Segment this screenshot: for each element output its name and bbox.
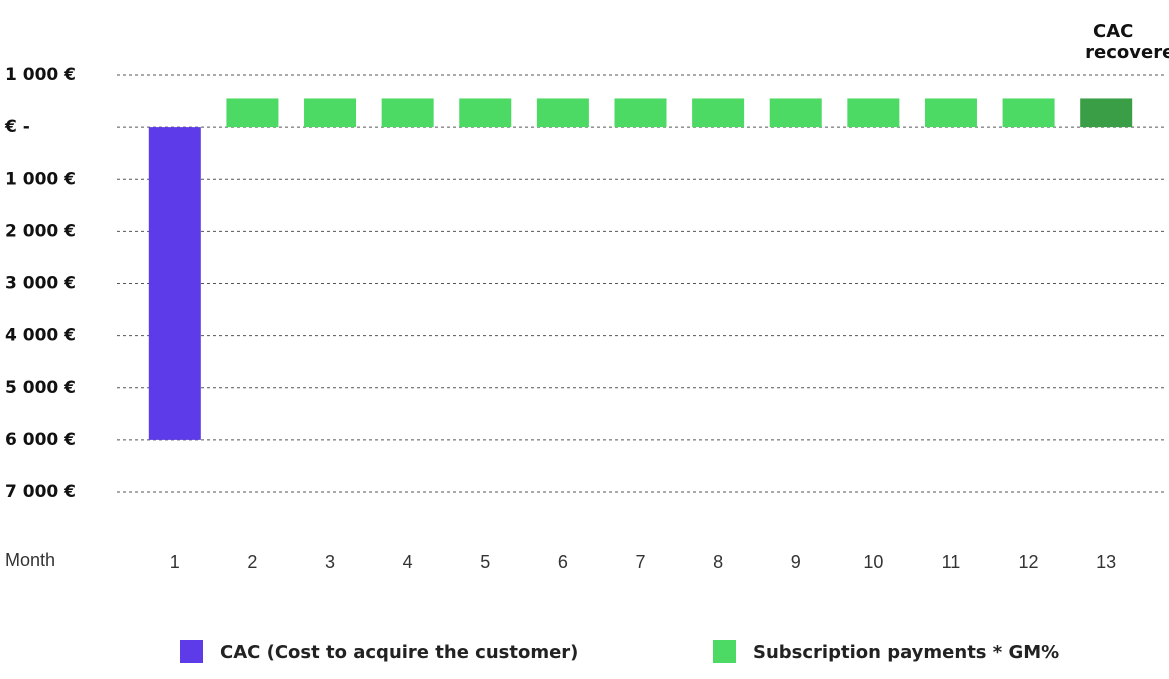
x-tick-label: 3 (325, 552, 335, 572)
annotation: CAC (1093, 21, 1133, 42)
x-tick-label: 2 (247, 552, 257, 572)
legend-label: CAC (Cost to acquire the customer) (220, 642, 578, 663)
legend-swatch (713, 640, 736, 663)
bar (924, 98, 977, 128)
y-tick-label: 1 000 € (5, 65, 76, 85)
x-tick-label: 8 (713, 552, 723, 572)
x-tick-label: 12 (1019, 552, 1039, 572)
y-tick-label: 2 000 € (5, 221, 76, 241)
bar (459, 98, 512, 128)
bar (536, 98, 589, 128)
bar (1002, 98, 1055, 128)
y-tick-label: 1 000 € (5, 169, 76, 189)
bar (1080, 98, 1133, 128)
x-tick-label: 4 (403, 552, 413, 572)
bar (769, 98, 822, 128)
x-tick-label: 6 (558, 552, 568, 572)
bar (381, 98, 434, 128)
x-tick-label: 5 (480, 552, 490, 572)
x-tick-label: 1 (170, 552, 180, 572)
legend-swatch (180, 640, 203, 663)
bar (847, 98, 900, 128)
legend-label: Subscription payments * GM% (753, 642, 1059, 663)
y-tick-label: 7 000 € (5, 482, 76, 502)
bar (148, 127, 201, 440)
y-tick-label: 6 000 € (5, 430, 76, 450)
y-tick-label: 4 000 € (5, 326, 76, 346)
x-tick-label: 10 (863, 552, 883, 572)
y-tick-label: 5 000 € (5, 378, 76, 398)
bar (614, 98, 667, 128)
bar (226, 98, 279, 128)
bar (692, 98, 745, 128)
bar (304, 98, 357, 128)
y-tick-label: € - (4, 117, 30, 137)
y-tick-label: 3 000 € (5, 274, 76, 294)
annotation: recovered (1085, 42, 1169, 63)
x-tick-label: 11 (942, 552, 961, 572)
x-tick-label: 9 (791, 552, 801, 572)
x-tick-label: 7 (635, 552, 645, 572)
x-tick-label: 13 (1096, 552, 1116, 572)
x-axis-label: Month (5, 550, 55, 570)
